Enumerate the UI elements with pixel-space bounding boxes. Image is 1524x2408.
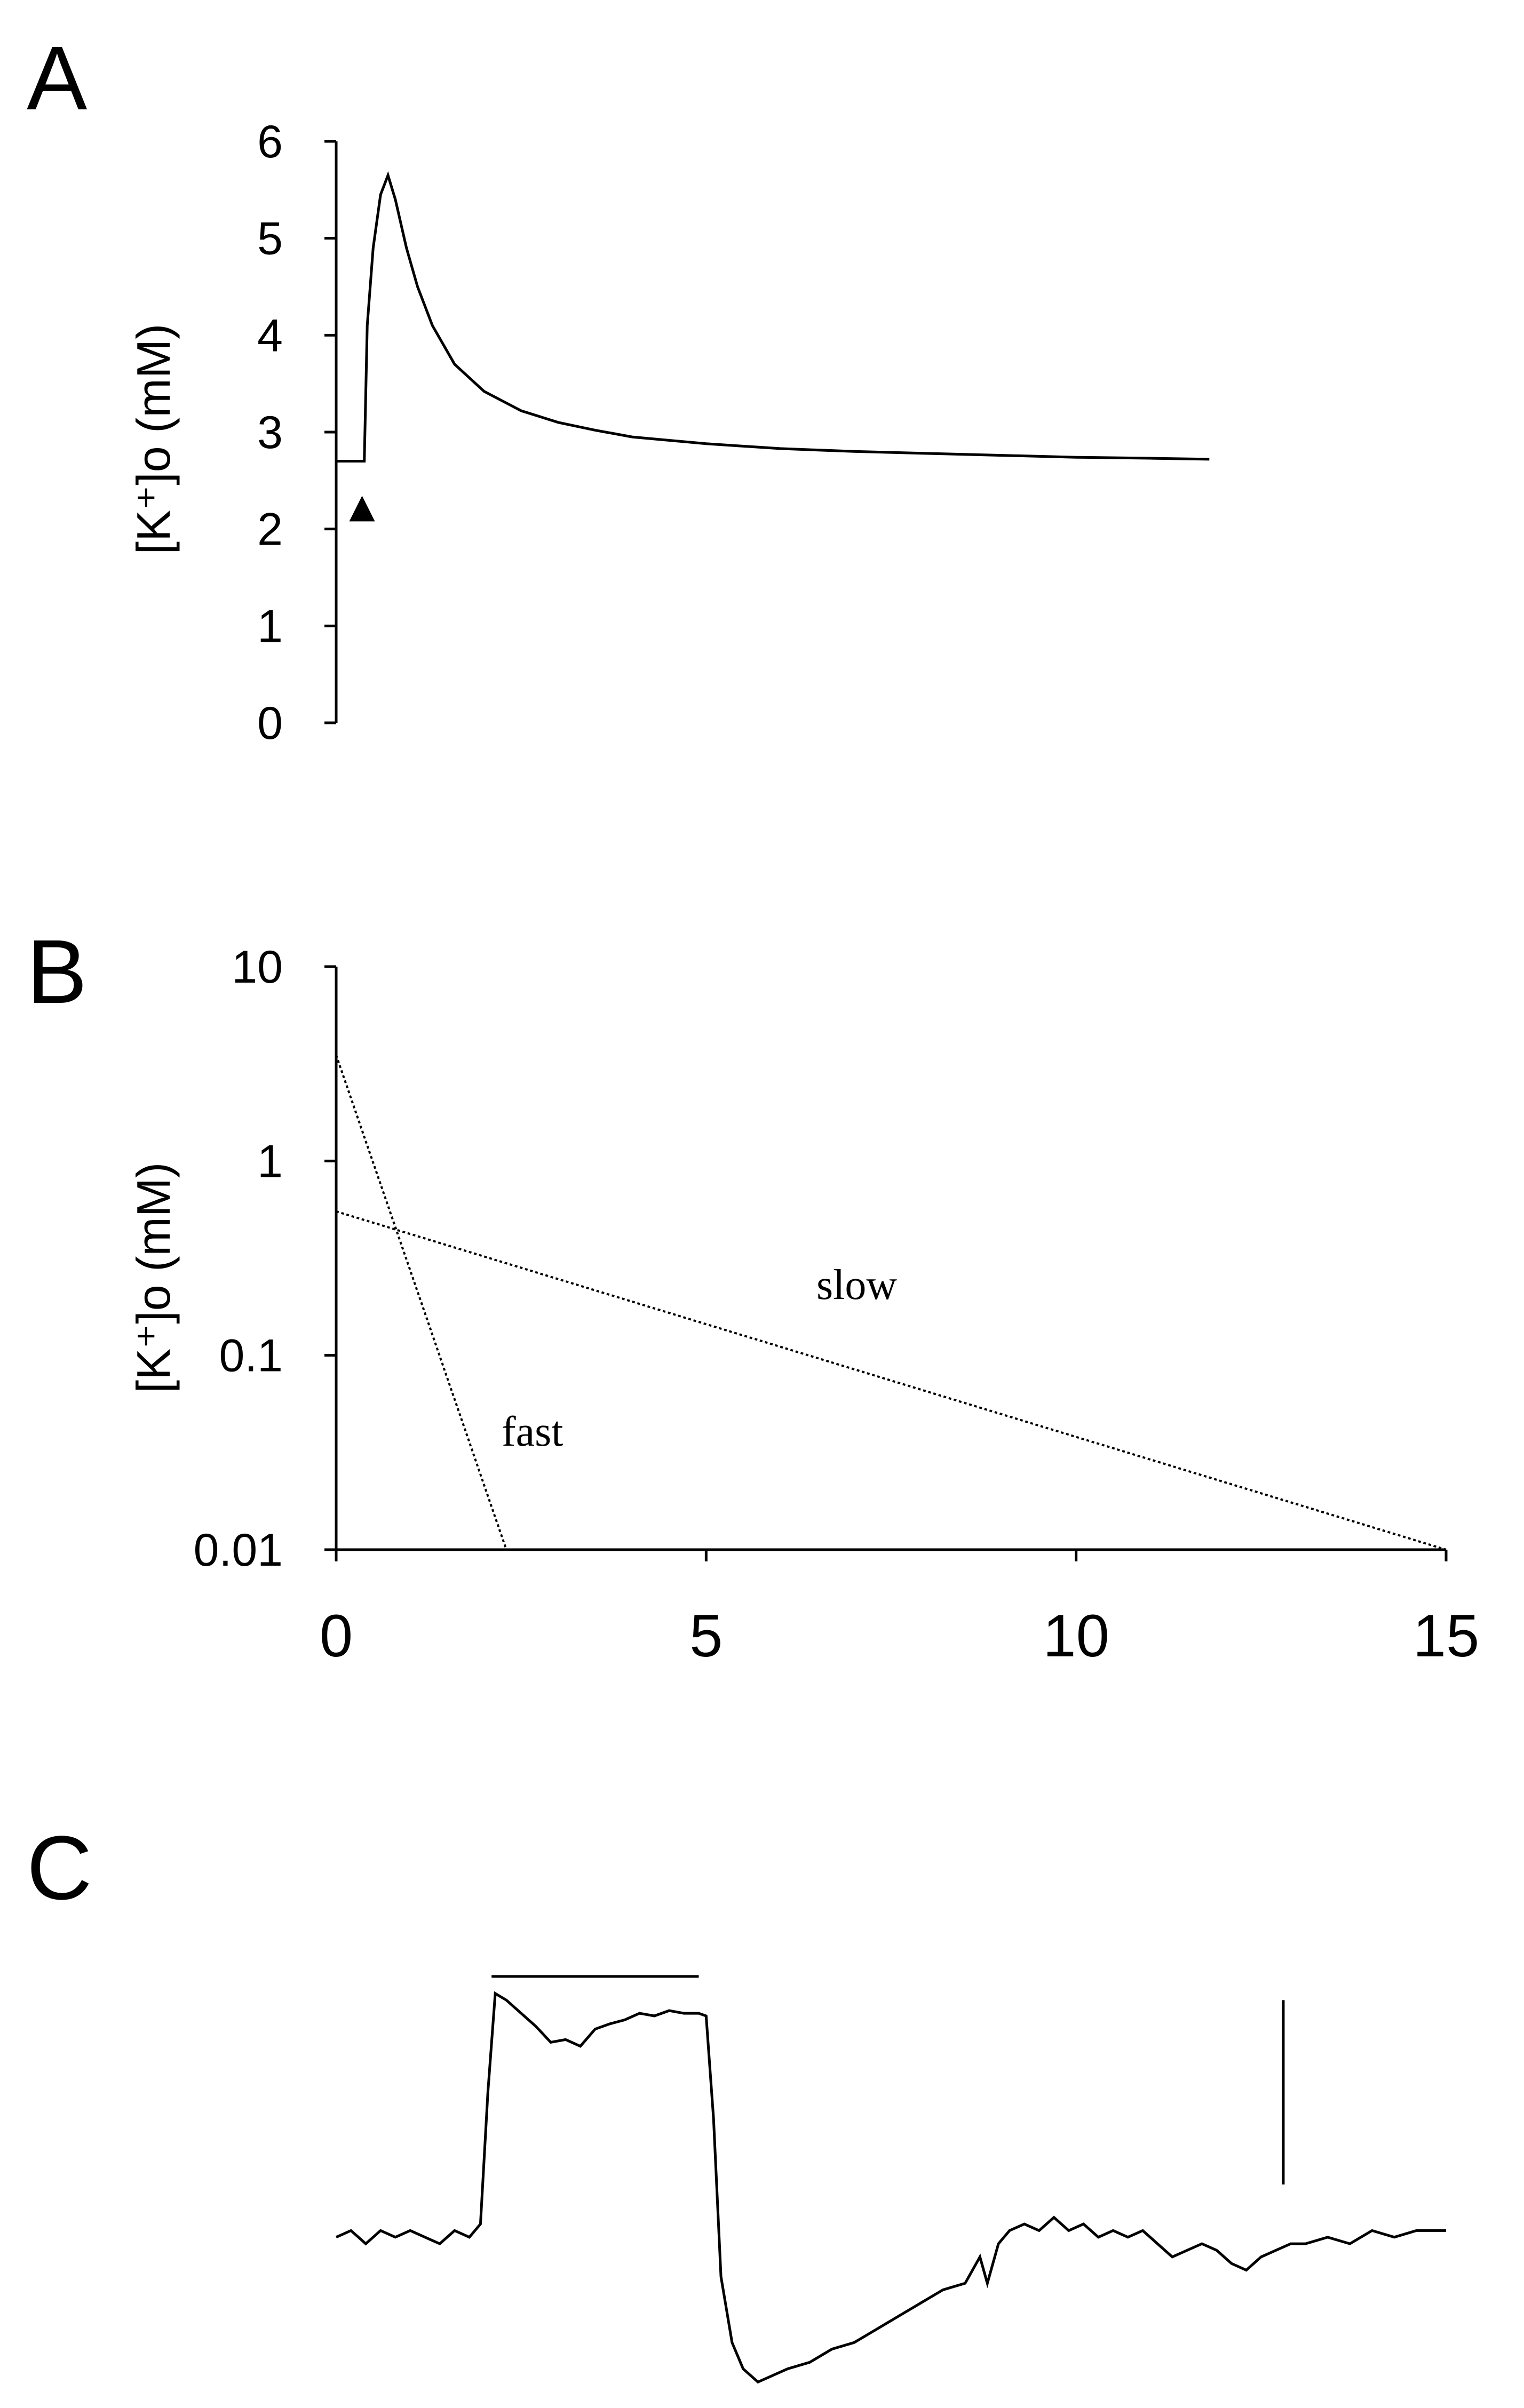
panel-b-series-fast-line <box>335 1055 507 1550</box>
panel-b-series-fast-label: fast <box>502 1408 563 1455</box>
panel-letter-c: C <box>27 1817 92 1919</box>
panel-b-y-tick-label: 0.01 <box>194 1525 283 1576</box>
panel-b-x-tick-label: 0 <box>320 1602 353 1669</box>
panel-b-axes <box>335 967 1446 1551</box>
panel-c-trace-line <box>335 1991 1446 2384</box>
panel-a-y-tick-label: 0 <box>257 698 283 749</box>
panel-a-y-tick-label: 2 <box>257 504 283 555</box>
panel-letter-b: B <box>27 921 87 1023</box>
panel-letter-a: A <box>27 28 88 129</box>
panel-a-chart: 0 1 2 3 4 5 6 [K⁺]o (mM) <box>127 116 1210 749</box>
panel-a-y-tick-label: 5 <box>257 213 283 265</box>
panel-a-y-tick-label: 6 <box>257 116 283 168</box>
panel-a-y-tick-label: 1 <box>257 601 283 652</box>
panel-b-y-axis-label: [K⁺]o (mM) <box>127 1162 180 1393</box>
panel-b-chart: 0.01 0.1 1 10 0 5 10 15 [K⁺]o (mM) fast slow <box>127 942 1479 1669</box>
panel-a-y-axis-label: [K⁺]o (mM) <box>127 324 180 555</box>
panel-b-y-tick-label: 10 <box>232 942 283 993</box>
panel-c-chart <box>335 1975 1446 2384</box>
panel-a-y-tick-label: 3 <box>257 407 283 458</box>
panel-b-x-tick-label: 15 <box>1413 1602 1480 1669</box>
panel-b-x-tick-label: 10 <box>1043 1602 1109 1669</box>
panel-a-series-line <box>336 171 1210 463</box>
panel-b-y-tick-label: 0.1 <box>219 1330 283 1382</box>
panel-b-y-tick-label: 1 <box>257 1136 283 1187</box>
panel-b-series-slow-line <box>336 1210 1447 1551</box>
panel-a-triangle-marker <box>349 496 375 522</box>
panel-b-x-tick-label: 5 <box>689 1602 723 1669</box>
panel-b-series-slow-label: slow <box>816 1262 897 1309</box>
panel-a-y-tick-label: 4 <box>257 310 283 361</box>
